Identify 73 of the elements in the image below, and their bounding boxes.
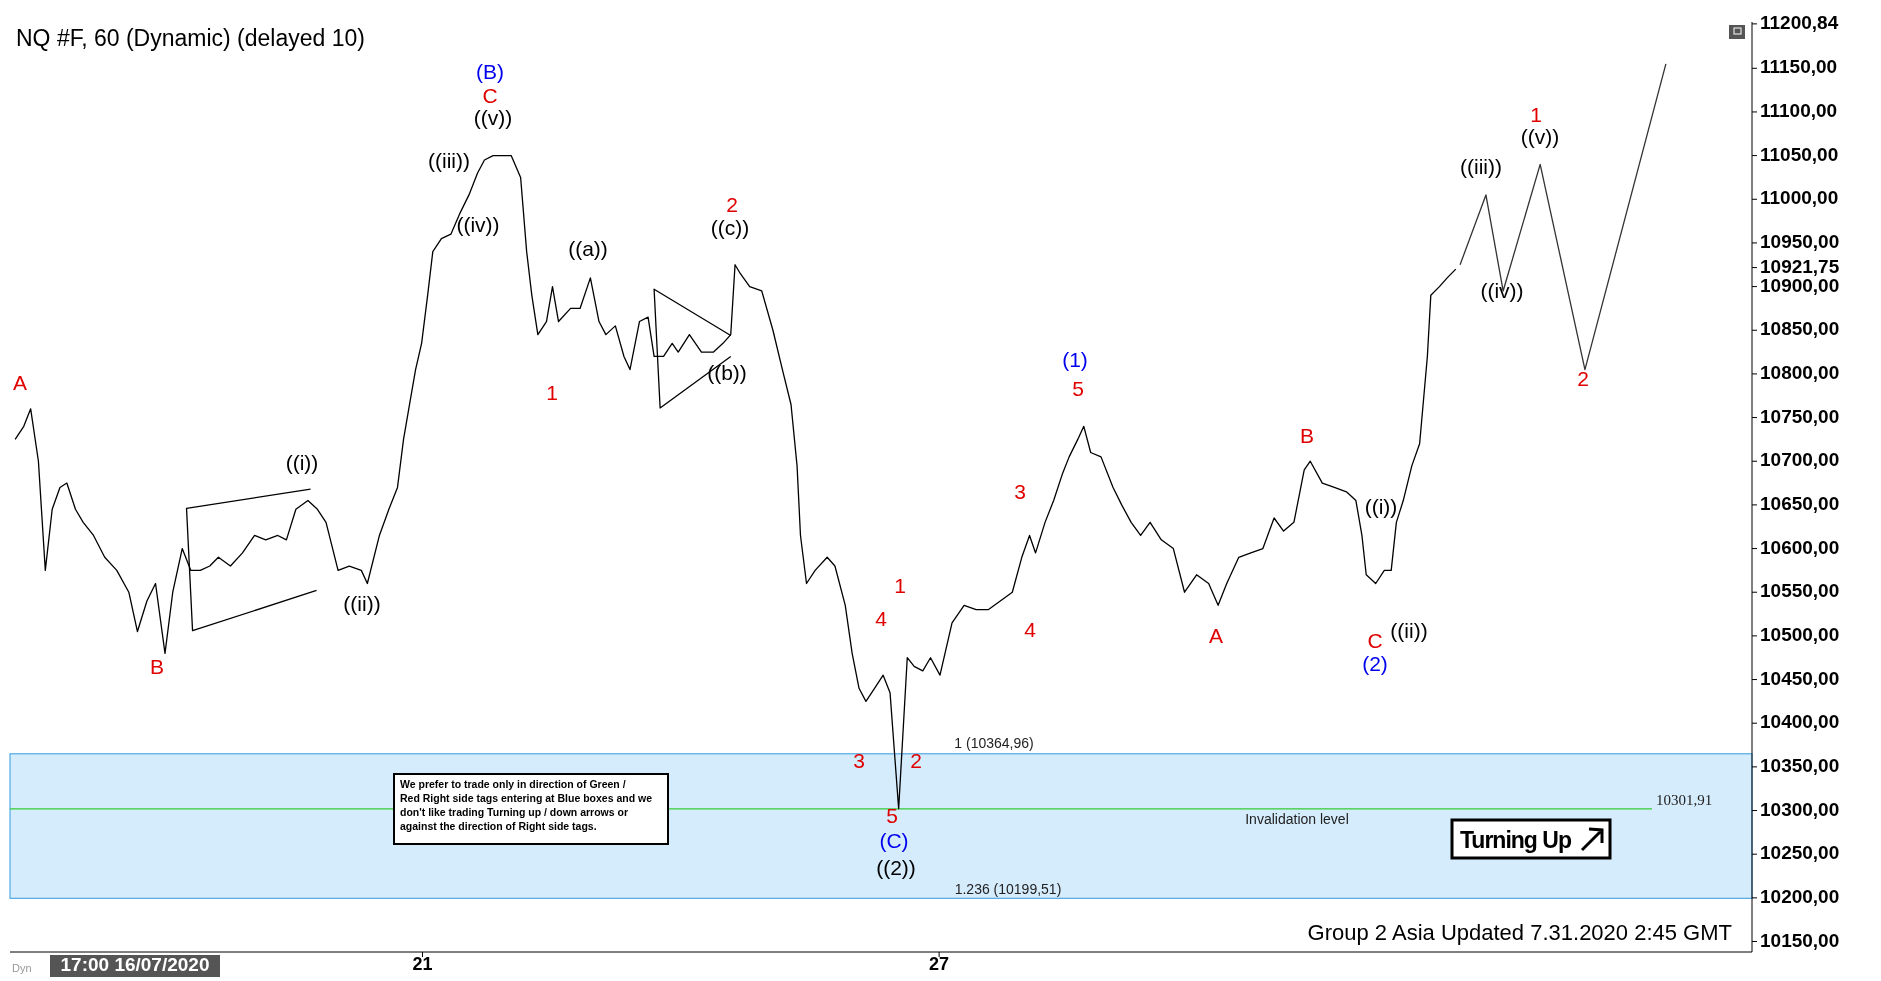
annotation: ((c)) <box>710 215 750 239</box>
annotation: 1.236 (10199,51) <box>954 880 1062 897</box>
annotation: ((i)) <box>1364 494 1398 518</box>
y-tick-label: 10921,75 <box>1760 255 1840 277</box>
annotation: (2) <box>1362 651 1388 675</box>
annotation: A <box>12 370 28 394</box>
annotation: ((iv)) <box>1480 278 1524 302</box>
line-series <box>185 488 318 632</box>
y-tick-label: 11000,00 <box>1760 187 1839 209</box>
annotation: B <box>1299 423 1315 447</box>
y-tick-label: 10650,00 <box>1760 492 1840 514</box>
y-tick-label: 10450,00 <box>1760 667 1840 689</box>
annotation: ((v)) <box>1520 124 1560 148</box>
text: Dyn <box>12 962 32 974</box>
annotation: (1) <box>1062 347 1088 371</box>
y-tick-label: 10300,00 <box>1760 798 1840 820</box>
annotation: ((ii)) <box>1390 618 1428 642</box>
y-tick-label: 10800,00 <box>1760 361 1840 383</box>
y-tick-label: 10700,00 <box>1760 449 1840 471</box>
y-tick-label: 11100,00 <box>1760 99 1838 121</box>
annotation: 1 <box>1530 102 1542 126</box>
annotation: We prefer to trade only in direction of Green / Red Right side tags entering at Blue boxes and we don't like trading Turning up / down arrows or against the direction of Right side tags. <box>400 778 653 832</box>
annotation: (B) <box>476 59 504 83</box>
x-tick-label: 27 <box>929 953 950 974</box>
annotation: 3 <box>853 748 865 772</box>
annotation: Invalidation level <box>1245 810 1349 827</box>
annotation: Group 2 Asia Updated 7.31.2020 2:45 GMT <box>1307 920 1732 945</box>
text: 17:00 16/07/2020 <box>60 954 210 976</box>
annotation: C <box>482 83 498 107</box>
annotation: ((iii)) <box>1460 154 1502 178</box>
annotation: ((v)) <box>473 105 513 129</box>
annotation: ((iii)) <box>428 148 470 172</box>
annotation: C <box>1367 628 1383 652</box>
y-tick-label: 10850,00 <box>1760 318 1840 340</box>
annotation: 4 <box>875 606 888 630</box>
annotation: 1 <box>894 573 906 597</box>
line-series <box>14 154 1457 810</box>
annotation: ((ii)) <box>343 591 381 615</box>
annotation: 5 <box>1072 376 1084 400</box>
y-tick-label: 10550,00 <box>1760 580 1840 602</box>
y-tick-label: 11050,00 <box>1760 143 1839 165</box>
annotation: 2 <box>726 192 738 216</box>
annotation: ((i)) <box>285 450 319 474</box>
y-tick-label: 10250,00 <box>1760 842 1840 864</box>
annotation: 2 <box>1577 366 1589 390</box>
y-tick-label: 11150,00 <box>1760 56 1838 78</box>
annotation: ((2)) <box>876 855 916 879</box>
y-tick-label: 10150,00 <box>1760 929 1840 951</box>
annotation: A <box>1208 623 1224 647</box>
annotation: B <box>149 654 165 678</box>
y-tick-label: 10350,00 <box>1760 754 1840 776</box>
y-tick-label: 11200,84 <box>1760 11 1839 33</box>
y-tick-label: 10600,00 <box>1760 536 1840 558</box>
annotation: 2 <box>910 748 922 772</box>
x-tick-label: 21 <box>412 953 433 974</box>
annotation: (C) <box>879 828 909 852</box>
annotation: 5 <box>886 803 898 827</box>
y-tick-label: 10200,00 <box>1760 885 1840 907</box>
annotation: ((b)) <box>707 360 747 384</box>
annotation: ((iv)) <box>456 212 500 236</box>
annotation: 1 <box>546 380 558 404</box>
annotation: 4 <box>1024 617 1037 641</box>
annotation: 3 <box>1014 479 1026 503</box>
y-tick-label: 10500,00 <box>1760 623 1840 645</box>
annotation: ((a)) <box>568 236 608 260</box>
ref-line-label: 10301,91 <box>1656 791 1713 808</box>
annotation: 1 (10364,96) <box>954 734 1034 751</box>
chart-title: NQ #F, 60 (Dynamic) (delayed 10) <box>16 25 365 51</box>
line-series <box>1459 63 1667 371</box>
y-tick-label: 10750,00 <box>1760 405 1840 427</box>
y-tick-label: 10400,00 <box>1760 711 1840 733</box>
y-tick-label: 10950,00 <box>1760 230 1840 252</box>
annotation: Turning Up <box>1460 827 1572 853</box>
